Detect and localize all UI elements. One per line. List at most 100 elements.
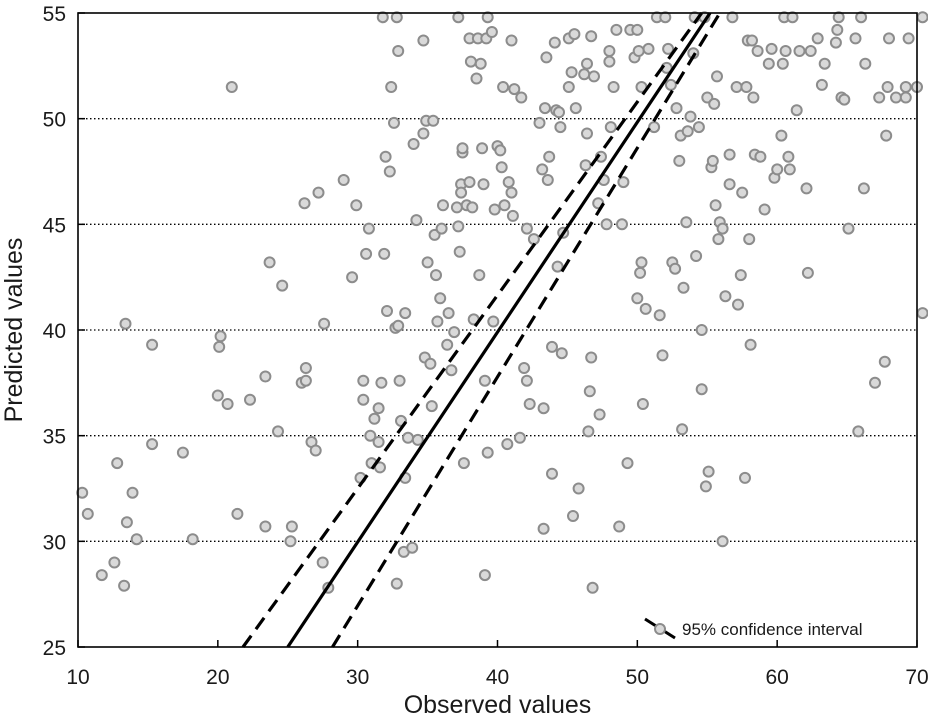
data-point-6 — [119, 317, 132, 330]
data-points — [76, 11, 928, 594]
data-point-205 — [662, 42, 675, 55]
data-point-48 — [368, 412, 381, 425]
data-point-244 — [739, 471, 751, 484]
data-point-209 — [670, 102, 683, 115]
data-point-173 — [588, 70, 600, 83]
y-tick-label-45: 45 — [43, 214, 66, 237]
data-point-64 — [392, 319, 405, 332]
x-tick-label-40: 40 — [486, 666, 509, 689]
data-point-153 — [553, 106, 565, 119]
data-point-51 — [374, 461, 386, 474]
data-point-133 — [513, 431, 526, 444]
data-point-260 — [776, 57, 789, 70]
data-point-128 — [502, 176, 515, 189]
data-point-235 — [716, 535, 729, 548]
data-point-14 — [211, 389, 224, 402]
data-point-175 — [593, 408, 606, 421]
data-point-262 — [779, 45, 792, 57]
data-point-10 — [146, 338, 159, 351]
data-point-150 — [548, 36, 561, 49]
data-point-11 — [146, 438, 159, 451]
data-point-247 — [743, 233, 756, 246]
data-point-3 — [108, 556, 121, 569]
data-point-158 — [562, 81, 575, 93]
data-point-167 — [581, 127, 593, 140]
data-point-178 — [600, 218, 613, 231]
legend: 95% confidence interval — [644, 617, 863, 640]
data-point-49 — [372, 436, 385, 448]
data-point-9 — [130, 533, 143, 546]
regression-lines — [241, 12, 722, 648]
y-axis-label: Predicted values — [0, 238, 28, 423]
data-point-255 — [762, 57, 775, 70]
data-point-54 — [378, 247, 391, 260]
data-point-190 — [631, 23, 644, 36]
data-point-272 — [815, 78, 828, 91]
ci-lower-line — [331, 12, 722, 648]
data-point-191 — [631, 292, 644, 305]
data-point-287 — [878, 355, 891, 368]
data-point-123 — [494, 144, 507, 157]
data-point-73 — [410, 214, 423, 227]
data-point-5 — [118, 579, 131, 592]
data-point-245 — [740, 81, 753, 93]
data-point-202 — [656, 349, 669, 362]
data-point-138 — [523, 398, 536, 410]
data-point-294 — [902, 32, 915, 45]
data-point-142 — [537, 522, 550, 535]
x-tick-label-70: 70 — [905, 666, 928, 689]
data-point-100 — [456, 142, 469, 155]
y-tick-label-35: 35 — [43, 426, 66, 449]
data-point-249 — [746, 34, 758, 47]
x-tick-label-20: 20 — [206, 666, 229, 689]
data-point-172 — [586, 581, 599, 594]
data-point-81 — [425, 400, 438, 413]
data-point-15 — [213, 340, 226, 353]
data-point-38 — [337, 174, 350, 186]
data-point-270 — [804, 45, 817, 57]
data-point-296 — [916, 307, 928, 320]
data-point-198 — [642, 42, 655, 55]
data-point-143 — [537, 402, 550, 415]
data-point-286 — [873, 91, 886, 104]
x-tick-label-10: 10 — [66, 666, 89, 689]
ci-upper-line — [241, 12, 703, 648]
data-point-291 — [890, 91, 902, 104]
data-point-125 — [497, 81, 510, 93]
data-point-293 — [899, 91, 912, 104]
data-point-114 — [478, 374, 491, 387]
data-point-161 — [568, 28, 581, 41]
data-point-30 — [299, 362, 312, 374]
data-point-31 — [299, 374, 312, 387]
data-point-126 — [498, 199, 511, 212]
data-point-46 — [364, 429, 377, 442]
data-point-112 — [476, 142, 489, 155]
data-point-213 — [677, 281, 690, 294]
data-point-297 — [916, 11, 928, 24]
data-point-93 — [450, 201, 463, 214]
data-point-280 — [849, 32, 862, 45]
data-point-103 — [463, 176, 476, 189]
data-point-90 — [442, 307, 455, 320]
data-point-129 — [505, 34, 518, 47]
data-point-36 — [318, 317, 331, 330]
data-point-241 — [732, 298, 744, 311]
data-point-230 — [709, 199, 722, 212]
data-point-184 — [613, 520, 626, 533]
data-point-263 — [782, 150, 795, 163]
data-point-164 — [578, 68, 591, 81]
data-point-180 — [603, 55, 616, 68]
data-point-267 — [793, 45, 806, 57]
data-point-7 — [120, 516, 133, 529]
data-point-17 — [221, 398, 234, 410]
data-point-2 — [95, 569, 108, 582]
data-point-208 — [669, 262, 682, 275]
data-point-197 — [639, 302, 652, 315]
data-point-269 — [801, 266, 814, 279]
y-tick-label-55: 55 — [43, 3, 66, 26]
data-point-231 — [711, 70, 723, 83]
data-point-52 — [375, 376, 388, 389]
data-point-135 — [518, 362, 531, 374]
data-point-210 — [673, 154, 686, 167]
